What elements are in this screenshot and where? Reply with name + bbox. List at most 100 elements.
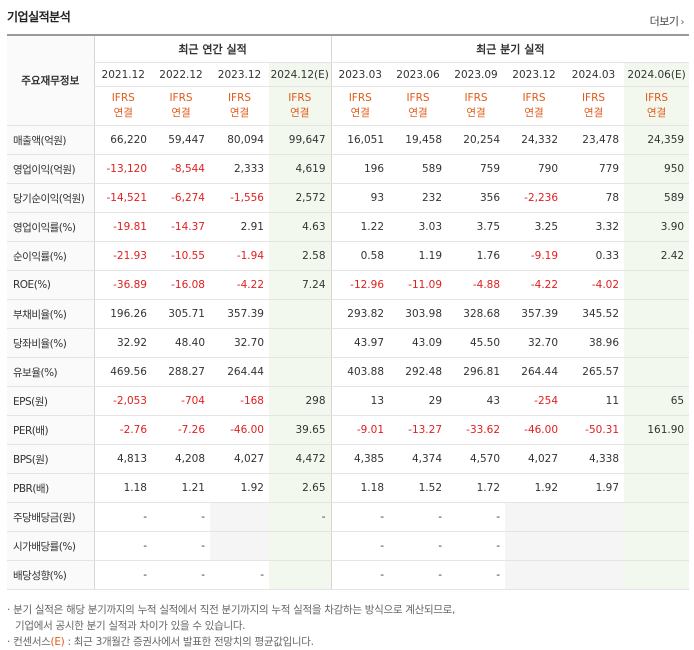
- table-cell: -11.09: [389, 270, 448, 300]
- table-cell: 196: [330, 154, 390, 184]
- table-row: BPS(원) 4,813 4,208 4,027 4,472 4,385 4,374 4,57…: [7, 444, 690, 474]
- chevron-right-icon: ›: [680, 17, 685, 28]
- table-cell: 265.57: [563, 357, 625, 387]
- table-cell: -33.62: [447, 415, 506, 445]
- table-row: 유보율(%) 469.56 288.27 264.44 403.88 292.48 296.…: [7, 357, 690, 387]
- table-cell: 328.68: [447, 299, 506, 329]
- table-cell: 1.92: [210, 473, 269, 503]
- table-cell: -46.00: [210, 415, 269, 445]
- corner-label: 주요재무정보: [7, 34, 94, 126]
- table-cell: 1.18: [93, 473, 152, 503]
- table-cell: 2.65: [269, 473, 332, 503]
- period-header: 2023.06: [389, 62, 448, 87]
- table-cell: 38.96: [563, 328, 625, 358]
- table-cell: -9.19: [505, 241, 564, 271]
- table-cell: 1.92: [505, 473, 564, 503]
- row-label: 매출액(억원): [7, 125, 94, 155]
- table-cell: 196.26: [93, 299, 152, 329]
- table-cell: [624, 444, 690, 474]
- table-cell: -: [389, 560, 448, 590]
- ifrs-label: IFRS 연결: [330, 86, 390, 126]
- table-cell: -: [152, 560, 210, 590]
- table-cell: -: [93, 560, 152, 590]
- table-cell: -50.31: [563, 415, 625, 445]
- table-cell: -: [389, 531, 448, 561]
- row-label: 주당배당금(원): [7, 502, 94, 532]
- table-cell: 4,570: [447, 444, 506, 474]
- table-cell: [505, 531, 564, 561]
- row-label: BPS(원): [7, 444, 94, 474]
- table-cell: -: [93, 531, 152, 561]
- ifrs-label: IFRS 연결: [389, 86, 448, 126]
- table-cell: -: [210, 560, 269, 590]
- table-cell: 356: [447, 183, 506, 213]
- table-row: EPS(원) -2,053 -704 -168 298 13 29 43 -254 11 65: [7, 386, 690, 416]
- table-cell: -: [447, 502, 506, 532]
- row-label: 시가배당률(%): [7, 531, 94, 561]
- table-cell: 48.40: [152, 328, 210, 358]
- table-cell: 80,094: [210, 125, 269, 155]
- table-cell: -: [330, 560, 390, 590]
- period-header: 2023.12: [505, 62, 564, 87]
- table-cell: 296.81: [447, 357, 506, 387]
- table-cell: -10.55: [152, 241, 210, 271]
- table-cell: 93: [330, 183, 390, 213]
- table-cell: 303.98: [389, 299, 448, 329]
- table-cell: [624, 502, 690, 532]
- table-cell: -16.08: [152, 270, 210, 300]
- financial-table: 주요재무정보 최근 연간 실적 최근 분기 실적 2021.12 2022.12 2…: [7, 34, 690, 590]
- table-cell: 4,338: [563, 444, 625, 474]
- row-label: 순이익률(%): [7, 241, 94, 271]
- table-cell: 32.92: [93, 328, 152, 358]
- table-cell: 24,332: [505, 125, 564, 155]
- row-label: 유보율(%): [7, 357, 94, 387]
- row-label: 당좌비율(%): [7, 328, 94, 358]
- table-row: 영업이익(억원) -13,120 -8,544 2,333 4,619 196 589 759…: [7, 154, 690, 184]
- table-cell: 2,333: [210, 154, 269, 184]
- table-cell: [269, 299, 332, 329]
- table-cell: -1.94: [210, 241, 269, 271]
- table-cell: 3.75: [447, 212, 506, 242]
- table-cell: 357.39: [505, 299, 564, 329]
- table-row: 당좌비율(%) 32.92 48.40 32.70 43.97 43.09 45.50 32.…: [7, 328, 690, 358]
- table-cell: [563, 560, 625, 590]
- row-label: 당기순이익(억원): [7, 183, 94, 213]
- table-cell: -2.76: [93, 415, 152, 445]
- table-cell: [210, 502, 269, 532]
- table-cell: [624, 299, 690, 329]
- table-row: PER(배) -2.76 -7.26 -46.00 39.65 -9.01 -13.27 -3…: [7, 415, 690, 445]
- table-cell: 345.52: [563, 299, 625, 329]
- more-label: 더보기: [649, 15, 679, 28]
- table-cell: 469.56: [93, 357, 152, 387]
- table-cell: [563, 531, 625, 561]
- table-cell: 403.88: [330, 357, 390, 387]
- table-cell: 1.18: [330, 473, 390, 503]
- ifrs-label: IFRS 연결: [93, 86, 152, 126]
- ifrs-label: IFRS 연결: [624, 86, 690, 126]
- table-row: 영업이익률(%) -19.81 -14.37 2.91 4.63 1.22 3.03 3.75…: [7, 212, 690, 242]
- table-cell: 16,051: [330, 125, 390, 155]
- table-cell: -4.22: [210, 270, 269, 300]
- table-cell: 4,619: [269, 154, 332, 184]
- period-header: 2024.03: [563, 62, 625, 87]
- table-cell: 24,359: [624, 125, 690, 155]
- table-cell: -6,274: [152, 183, 210, 213]
- row-label: PER(배): [7, 415, 94, 445]
- table-cell: 4,027: [505, 444, 564, 474]
- table-cell: 293.82: [330, 299, 390, 329]
- note-1-cont: 기업에서 공시한 분기 실적과 차이가 있을 수 있습니다.: [15, 620, 246, 632]
- table-cell: [269, 328, 332, 358]
- table-cell: -14,521: [93, 183, 152, 213]
- table-cell: -4.02: [563, 270, 625, 300]
- table-cell: 298: [269, 386, 332, 416]
- table-cell: 2,572: [269, 183, 332, 213]
- more-link[interactable]: 더보기 ›: [649, 13, 685, 29]
- table-row: 매출액(억원) 66,220 59,447 80,094 99,647 16,051 19,…: [7, 125, 690, 155]
- row-label: PBR(배): [7, 473, 94, 503]
- table-cell: -: [330, 502, 390, 532]
- table-cell: 589: [624, 183, 690, 213]
- table-cell: 4,027: [210, 444, 269, 474]
- table-cell: 4.63: [269, 212, 332, 242]
- period-header: 2023.12: [210, 62, 269, 87]
- table-cell: [624, 473, 690, 503]
